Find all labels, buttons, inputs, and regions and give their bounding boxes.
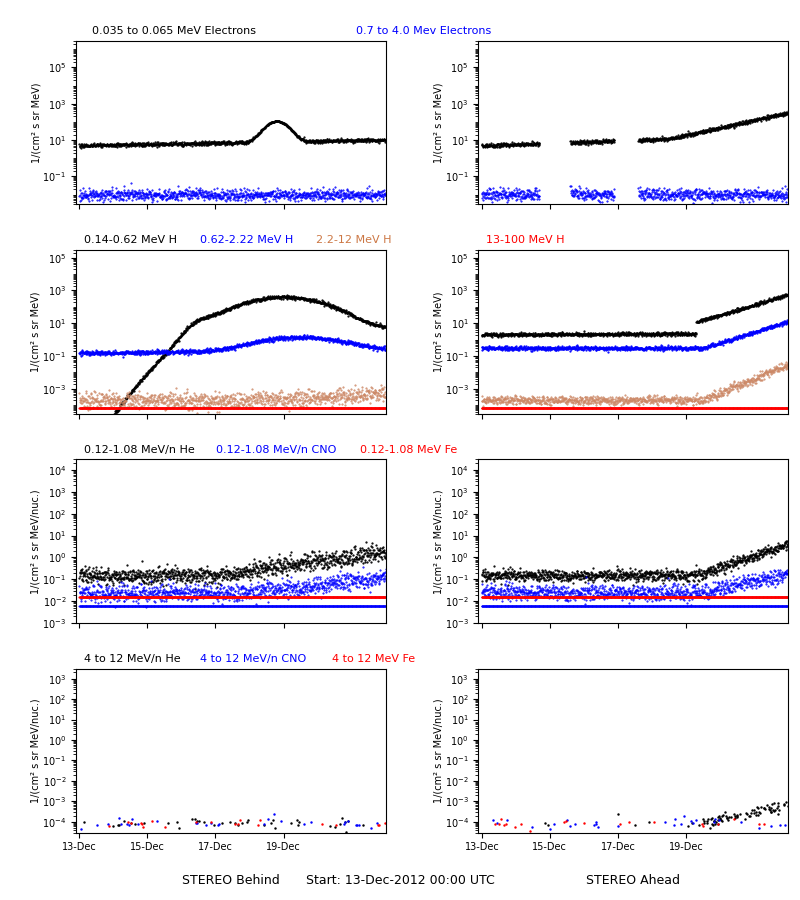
Text: 0.035 to 0.065 MeV Electrons: 0.035 to 0.065 MeV Electrons <box>92 26 256 36</box>
Text: STEREO Ahead: STEREO Ahead <box>586 874 680 886</box>
Text: STEREO Behind: STEREO Behind <box>182 874 280 886</box>
Text: 4 to 12 MeV/n He: 4 to 12 MeV/n He <box>84 654 181 664</box>
Y-axis label: 1/(cm² s sr MeV/nuc.): 1/(cm² s sr MeV/nuc.) <box>31 489 41 593</box>
Y-axis label: 1/(cm² s sr MeV): 1/(cm² s sr MeV) <box>31 292 41 372</box>
Text: 4 to 12 MeV/n CNO: 4 to 12 MeV/n CNO <box>200 654 306 664</box>
Text: Start: 13-Dec-2012 00:00 UTC: Start: 13-Dec-2012 00:00 UTC <box>306 874 494 886</box>
Text: 0.12-1.08 MeV Fe: 0.12-1.08 MeV Fe <box>360 445 458 455</box>
Y-axis label: 1/(cm² s sr MeV): 1/(cm² s sr MeV) <box>434 292 443 372</box>
Y-axis label: 1/(cm² s sr MeV): 1/(cm² s sr MeV) <box>31 82 41 163</box>
Text: 0.12-1.08 MeV/n CNO: 0.12-1.08 MeV/n CNO <box>216 445 336 455</box>
Text: 0.7 to 4.0 Mev Electrons: 0.7 to 4.0 Mev Electrons <box>356 26 491 36</box>
Y-axis label: 1/(cm² s sr MeV/nuc.): 1/(cm² s sr MeV/nuc.) <box>30 698 41 803</box>
Y-axis label: 1/(cm² s sr MeV/nuc.): 1/(cm² s sr MeV/nuc.) <box>434 489 443 593</box>
Y-axis label: 1/(cm² s sr MeV/nuc.): 1/(cm² s sr MeV/nuc.) <box>433 698 443 803</box>
Text: 13-100 MeV H: 13-100 MeV H <box>486 236 565 246</box>
Y-axis label: 1/(cm² s sr MeV): 1/(cm² s sr MeV) <box>434 82 443 163</box>
Text: 2.2-12 MeV H: 2.2-12 MeV H <box>316 236 391 246</box>
Text: 4 to 12 MeV Fe: 4 to 12 MeV Fe <box>332 654 415 664</box>
Text: 0.14-0.62 MeV H: 0.14-0.62 MeV H <box>84 236 177 246</box>
Text: 0.12-1.08 MeV/n He: 0.12-1.08 MeV/n He <box>84 445 194 455</box>
Text: 0.62-2.22 MeV H: 0.62-2.22 MeV H <box>200 236 294 246</box>
